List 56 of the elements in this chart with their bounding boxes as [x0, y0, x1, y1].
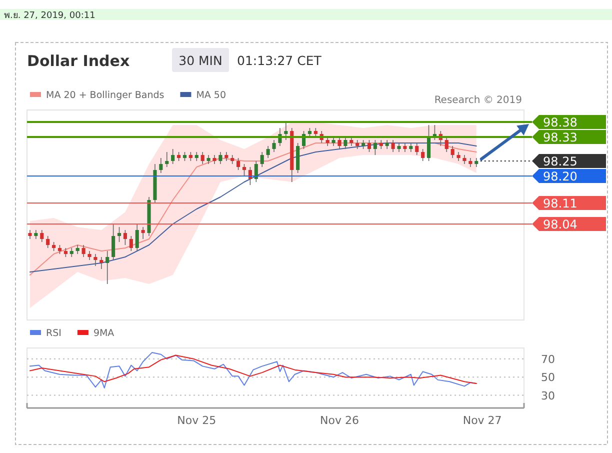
- candlestick: [100, 256, 104, 270]
- candlestick: [344, 136, 348, 150]
- ref-line-label: 98.33: [543, 130, 578, 144]
- ref-line-label: 98.38: [543, 116, 578, 130]
- candlestick: [94, 254, 98, 266]
- candlestick: [444, 136, 448, 152]
- candlestick: [426, 124, 431, 162]
- candlestick: [373, 140, 377, 156]
- y-tick-label: 30: [541, 389, 555, 402]
- candlestick: [135, 224, 139, 252]
- y-tick-label: 50: [541, 371, 555, 384]
- candlestick: [338, 136, 342, 150]
- legend-label: MA 50: [196, 90, 226, 101]
- candlestick: [296, 142, 300, 174]
- candlestick: [165, 152, 169, 168]
- legend-label: MA 20 + Bollinger Bands: [46, 90, 164, 101]
- candlestick: [171, 148, 175, 164]
- candlestick: [236, 158, 240, 170]
- candlestick: [112, 224, 116, 260]
- x-tick-label: Nov 25: [177, 414, 216, 427]
- candlestick: [415, 142, 419, 156]
- legend-label: 9MA: [93, 328, 115, 339]
- candlestick: [450, 146, 454, 158]
- text: พ.ย. 27, 2019, 00:11: [4, 11, 96, 21]
- candlestick: [106, 250, 110, 284]
- candlestick: [46, 236, 50, 248]
- candlestick: [117, 226, 122, 242]
- candlestick: [40, 230, 44, 242]
- candlestick: [391, 140, 395, 152]
- candlestick: [266, 146, 270, 158]
- candlestick: [218, 152, 222, 164]
- candlestick: [200, 152, 204, 164]
- candlestick: [367, 140, 372, 152]
- text: 01:13:27 CET: [237, 53, 322, 68]
- candlestick: [82, 244, 86, 258]
- y-tick-label: 70: [541, 352, 555, 366]
- candlestick: [123, 230, 127, 246]
- candlestick: [421, 148, 425, 162]
- candlestick: [272, 140, 276, 152]
- text: 30 MIN: [178, 53, 222, 68]
- chart-title: Dollar Index: [27, 52, 130, 70]
- ref-line-label: 98.20: [543, 170, 578, 184]
- candlestick: [284, 122, 288, 140]
- candlestick: [254, 160, 258, 182]
- ref-line-label: 98.11: [543, 196, 578, 210]
- text: Research © 2019: [434, 95, 522, 106]
- ref-line-label: 98.04: [543, 218, 578, 232]
- legend-label: RSI: [46, 328, 62, 339]
- x-tick-label: Nov 26: [320, 414, 359, 427]
- candlestick: [159, 158, 163, 174]
- candlestick: [242, 164, 246, 176]
- candlestick: [260, 152, 264, 168]
- candlestick: [129, 236, 133, 252]
- candlestick: [141, 226, 145, 240]
- ref-line-label: 98.25: [543, 154, 578, 168]
- x-tick-label: Nov 27: [462, 414, 502, 427]
